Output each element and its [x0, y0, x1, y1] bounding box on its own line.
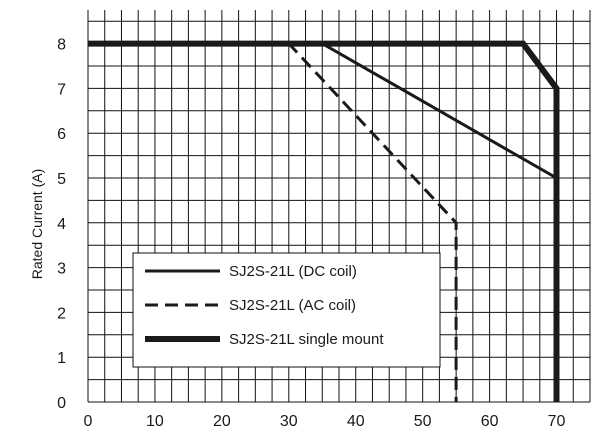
- legend-label: SJ2S-21L (DC coil): [229, 263, 357, 280]
- y-tick-label: 6: [57, 126, 66, 143]
- series-line-sj2s-21l-single-mount: [88, 40, 560, 402]
- x-tick-label: 40: [347, 413, 365, 430]
- y-axis-ticks: 0 1 2 3 4 5 6 7 8: [57, 37, 66, 412]
- y-axis-title: Rated Current (A): [29, 169, 45, 279]
- x-tick-label: 50: [414, 413, 432, 430]
- x-tick-label: 10: [146, 413, 164, 430]
- legend: SJ2S-21L (DC coil) SJ2S-21L (AC coil) SJ2S…: [132, 252, 441, 368]
- legend-label: SJ2S-21L (AC coil): [229, 297, 356, 314]
- y-tick-label: 2: [57, 305, 66, 322]
- series-layer: [88, 40, 560, 402]
- y-tick-label: 0: [57, 395, 66, 412]
- legend-label: SJ2S-21L single mount: [229, 331, 384, 348]
- y-tick-label: 3: [57, 261, 66, 278]
- x-tick-label: 60: [481, 413, 499, 430]
- x-tick-label: 70: [548, 413, 566, 430]
- y-tick-label: 7: [57, 81, 66, 98]
- x-tick-label: 20: [213, 413, 231, 430]
- y-tick-label: 5: [57, 171, 66, 188]
- x-tick-label: 0: [84, 413, 93, 430]
- x-axis-ticks: 0 10 20 30 40 50 60 70: [84, 413, 566, 430]
- y-tick-label: 1: [57, 350, 66, 367]
- y-tick-label: 4: [57, 216, 66, 233]
- x-tick-label: 30: [280, 413, 298, 430]
- y-tick-label: 8: [57, 37, 66, 54]
